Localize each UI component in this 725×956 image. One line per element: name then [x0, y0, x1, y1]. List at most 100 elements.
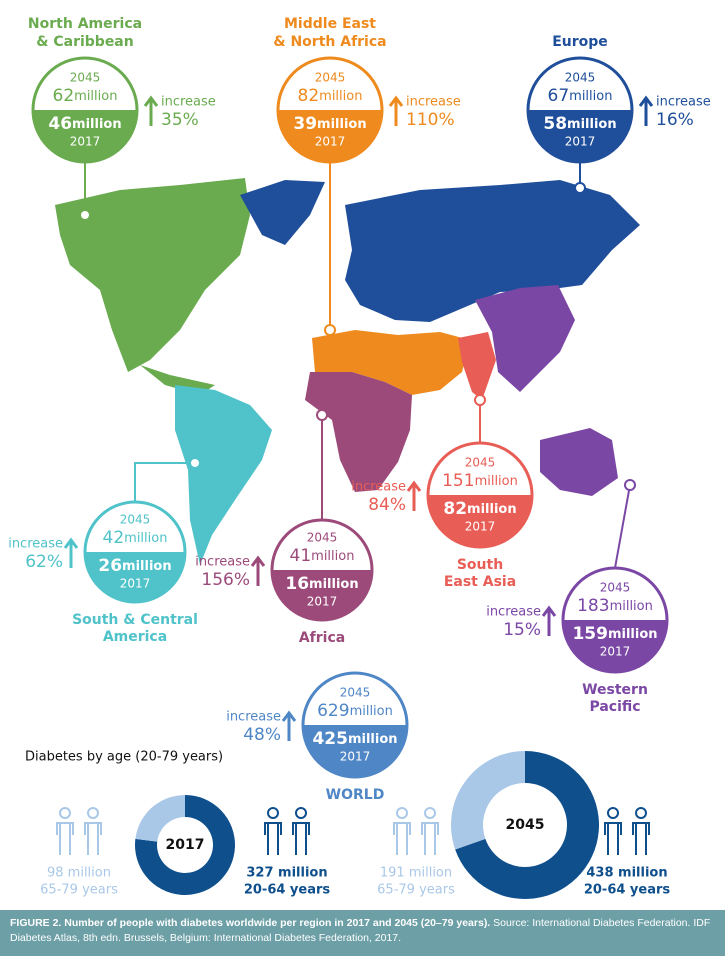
- value-2017: 58: [543, 114, 567, 134]
- value-2045: 67: [548, 86, 570, 106]
- increase-arrow: [281, 710, 297, 741]
- donut-center: 2017: [166, 837, 205, 853]
- value-2045: 41: [290, 546, 312, 566]
- donut-label: 20-64 years: [244, 883, 331, 898]
- donut-label: 98 million: [47, 866, 111, 881]
- region-name: Africa: [299, 630, 345, 646]
- unit-2017: million: [348, 732, 398, 747]
- circle-bottom: [85, 552, 185, 602]
- increase-arrow: [250, 555, 266, 586]
- pointer-dot: [189, 457, 201, 469]
- person-icon-head: [424, 807, 436, 819]
- increase-label: increase: [406, 95, 461, 110]
- value-2017: 425: [312, 729, 348, 749]
- increase-percent: 35%: [161, 110, 199, 130]
- unit-2017: million: [72, 117, 122, 132]
- value-2045-line: 62million: [53, 86, 118, 106]
- donut-label: 65-79 years: [377, 883, 455, 898]
- donut: 2045 191 million 65-79 years 438 million 20-…: [377, 751, 670, 899]
- pointer-dot: [574, 182, 586, 194]
- unit-2017: million: [567, 117, 617, 132]
- pointer-dot: [316, 409, 328, 421]
- unit-2045: million: [475, 474, 518, 489]
- region: 2045183million159million2017WesternPacif…: [486, 479, 669, 715]
- pointer-dot: [474, 394, 486, 406]
- unit-2017: million: [122, 559, 172, 574]
- person-icon-body: [84, 822, 102, 855]
- circle-bottom: [528, 110, 632, 162]
- person-icon-head: [267, 807, 279, 819]
- region: 204567million58million2017Europeincrease…: [526, 34, 711, 194]
- increase-percent: 110%: [406, 110, 455, 130]
- donut-label: 438 million: [586, 866, 667, 881]
- value-2017-line: 46million: [48, 114, 121, 134]
- unit-2045: million: [610, 599, 653, 614]
- value-2045-line: 151million: [442, 471, 518, 491]
- region-name: Middle East: [284, 16, 376, 32]
- region-name: Pacific: [589, 699, 640, 715]
- pointer-dot: [79, 209, 91, 221]
- region: 204541million16million2017Africaincrease…: [195, 409, 374, 646]
- person-icon-body: [421, 822, 439, 855]
- donut-label: 327 million: [246, 866, 327, 881]
- person-icon-body: [604, 822, 622, 855]
- donut-segment: [135, 795, 236, 895]
- year-2045: 2045: [315, 71, 346, 85]
- increase-label: increase: [486, 605, 541, 620]
- donut-center: 2045: [506, 817, 545, 833]
- pointer-line: [134, 462, 195, 502]
- increase-arrow: [406, 480, 422, 511]
- increase-percent: 62%: [25, 552, 63, 572]
- circle-bottom: [33, 110, 137, 162]
- year-2017: 2017: [465, 520, 496, 534]
- value-2045-line: 67million: [548, 86, 613, 106]
- person-icon-head: [396, 807, 408, 819]
- increase-percent: 15%: [503, 620, 541, 640]
- increase-label: increase: [8, 537, 63, 552]
- person-icon-body: [292, 822, 310, 855]
- year-2045: 2045: [70, 71, 101, 85]
- year-2017: 2017: [307, 595, 338, 609]
- value-2017-line: 82million: [443, 499, 516, 519]
- person-icon-head: [295, 807, 307, 819]
- region-name: East Asia: [444, 574, 516, 590]
- value-2045-line: 42million: [103, 528, 168, 548]
- region-name: South: [457, 557, 503, 573]
- value-2045-line: 183million: [577, 596, 653, 616]
- year-2045: 2045: [565, 71, 596, 85]
- value-2017: 46: [48, 114, 72, 134]
- year-2017: 2017: [120, 577, 151, 591]
- value-2017: 16: [285, 574, 309, 594]
- person-icon-head: [87, 807, 99, 819]
- year-2045: 2045: [600, 581, 631, 595]
- value-2017-line: 425million: [312, 729, 397, 749]
- value-2045: 82: [298, 86, 320, 106]
- year-2017: 2017: [340, 750, 371, 764]
- unit-2045: million: [74, 89, 117, 104]
- person-icon-body: [264, 822, 282, 855]
- value-2017-line: 58million: [543, 114, 616, 134]
- value-2045: 183: [577, 596, 609, 616]
- value-2017: 39: [293, 114, 317, 134]
- region-name: & North Africa: [273, 34, 386, 50]
- year-2045: 2045: [340, 686, 371, 700]
- year-2017: 2017: [600, 645, 631, 659]
- region-name: South & Central: [72, 612, 198, 628]
- person-icon-head: [635, 807, 647, 819]
- donut-label: 20-64 years: [584, 883, 671, 898]
- donut-label: 191 million: [380, 866, 452, 881]
- donut-segment: [135, 795, 185, 842]
- value-2017: 159: [572, 624, 608, 644]
- value-2017-line: 39million: [293, 114, 366, 134]
- region-name: Europe: [552, 34, 608, 50]
- value-2017-line: 159million: [572, 624, 657, 644]
- unit-2045: million: [350, 704, 393, 719]
- year-2017: 2017: [70, 135, 101, 149]
- unit-2017: million: [309, 577, 359, 592]
- region-name: Western: [582, 682, 648, 698]
- value-2017: 26: [98, 556, 122, 576]
